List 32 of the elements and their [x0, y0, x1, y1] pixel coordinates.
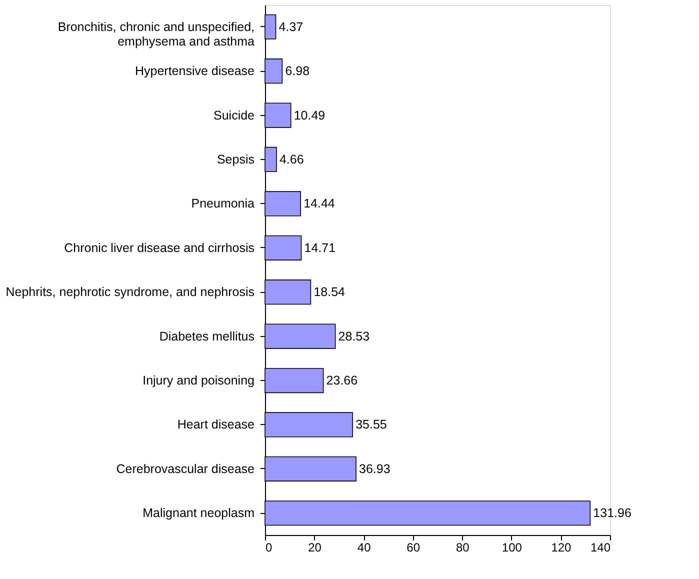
x-tick-label: 0	[266, 540, 272, 554]
data-label: 4.66	[279, 152, 304, 166]
data-label: 14.71	[304, 240, 336, 255]
y-tick-label: Sepsis	[216, 152, 254, 166]
y-tick-label: Bronchitis, chronic and unspecified, emphysema and asthma	[58, 20, 255, 48]
y-tick-label: Injury and poisoning	[142, 374, 255, 388]
x-tick-label: 120	[551, 540, 572, 554]
y-tick-label: Cerebrovascular disease	[116, 462, 255, 476]
y-tick-label: Pneumonia	[191, 196, 255, 211]
x-tick-label: 100	[502, 540, 522, 554]
x-tick-label: 40	[357, 540, 372, 554]
data-label: 14.44	[304, 196, 335, 211]
y-tick-label: Diabetes mellitus	[159, 329, 254, 344]
data-label: 23.66	[326, 374, 358, 388]
y-tick-label: Malignant neoplasm	[142, 506, 254, 520]
x-tick-label: 60	[406, 540, 420, 554]
data-label: 35.55	[356, 418, 387, 432]
y-tick-label: Nephrits, nephrotic syndrome, and nephrosis	[6, 285, 254, 300]
data-label: 18.54	[314, 285, 346, 300]
data-label: 6.98	[285, 64, 310, 78]
x-tick-label: 20	[308, 540, 322, 554]
y-tick-label: Suicide	[214, 108, 255, 122]
y-tick-label: Heart disease	[177, 418, 255, 432]
x-tick-label: 80	[456, 540, 470, 554]
x-tick-label: 140	[590, 540, 611, 554]
data-label: 4.37	[278, 20, 304, 34]
data-label: 10.49	[294, 108, 326, 122]
y-tick-label: Hypertensive disease	[134, 64, 255, 78]
data-label: 131.96	[593, 506, 632, 520]
data-label: 28.53	[338, 329, 370, 344]
y-tick-label: Chronic liver disease and cirrhosis	[64, 240, 254, 255]
data-label: 36.93	[359, 462, 390, 476]
